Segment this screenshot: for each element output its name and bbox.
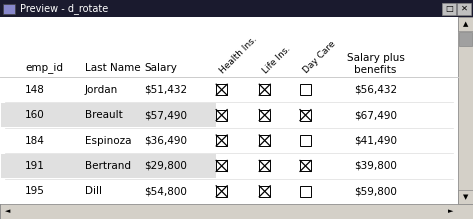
Text: 160: 160	[25, 110, 45, 120]
Bar	[259, 84, 270, 95]
Bar	[80, 154, 144, 178]
Bar	[259, 186, 270, 197]
Text: Life Ins.: Life Ins.	[261, 44, 292, 75]
Bar	[0, 204, 473, 219]
Text: Jordan: Jordan	[85, 85, 118, 95]
Bar	[458, 17, 473, 204]
Text: ◄: ◄	[5, 208, 10, 214]
Bar	[0, 0, 473, 17]
Text: Day Care: Day Care	[302, 39, 337, 75]
Bar	[457, 2, 471, 14]
Text: 191: 191	[25, 161, 45, 171]
Text: 184: 184	[25, 136, 45, 145]
Bar	[459, 32, 472, 46]
Bar	[259, 160, 270, 171]
Text: $29,800: $29,800	[144, 161, 187, 171]
Text: $39,800: $39,800	[354, 161, 397, 171]
Text: emp_id: emp_id	[25, 62, 63, 73]
Bar	[300, 135, 311, 146]
Text: $51,432: $51,432	[144, 85, 187, 95]
Bar	[458, 190, 473, 204]
Bar	[216, 186, 227, 197]
Bar	[3, 4, 15, 14]
Text: Salary plus: Salary plus	[347, 53, 404, 63]
Bar	[442, 2, 456, 14]
Bar	[80, 103, 144, 127]
Text: ►: ►	[448, 208, 453, 214]
Bar	[0, 17, 458, 204]
Bar	[300, 160, 311, 171]
Bar	[1, 103, 84, 127]
Bar	[300, 84, 311, 95]
Bar	[216, 135, 227, 146]
Text: 195: 195	[25, 186, 45, 196]
Text: ▲: ▲	[463, 21, 468, 27]
Bar	[139, 154, 216, 178]
Bar	[139, 103, 216, 127]
Text: Preview - d_rotate: Preview - d_rotate	[20, 3, 108, 14]
Text: $67,490: $67,490	[354, 110, 397, 120]
Text: $56,432: $56,432	[354, 85, 397, 95]
Bar	[259, 110, 270, 121]
Text: ✕: ✕	[461, 4, 467, 13]
Text: $57,490: $57,490	[144, 110, 187, 120]
Text: Salary: Salary	[144, 63, 177, 73]
Bar	[259, 135, 270, 146]
Text: Dill: Dill	[85, 186, 102, 196]
Text: $36,490: $36,490	[144, 136, 187, 145]
Text: Last Name: Last Name	[85, 63, 140, 73]
Text: $41,490: $41,490	[354, 136, 397, 145]
Bar	[300, 186, 311, 197]
Text: Espinoza: Espinoza	[85, 136, 131, 145]
Bar	[300, 110, 311, 121]
Bar	[216, 160, 227, 171]
Text: Breault: Breault	[85, 110, 123, 120]
Bar	[1, 154, 84, 178]
Text: $59,800: $59,800	[354, 186, 397, 196]
Text: □: □	[445, 4, 453, 13]
Text: Bertrand: Bertrand	[85, 161, 131, 171]
Text: ▼: ▼	[463, 194, 468, 200]
Text: benefits: benefits	[354, 65, 397, 75]
Bar	[216, 110, 227, 121]
Bar	[458, 17, 473, 31]
Text: $54,800: $54,800	[144, 186, 187, 196]
Text: Health Ins.: Health Ins.	[218, 34, 259, 75]
Bar	[216, 84, 227, 95]
Text: 148: 148	[25, 85, 45, 95]
